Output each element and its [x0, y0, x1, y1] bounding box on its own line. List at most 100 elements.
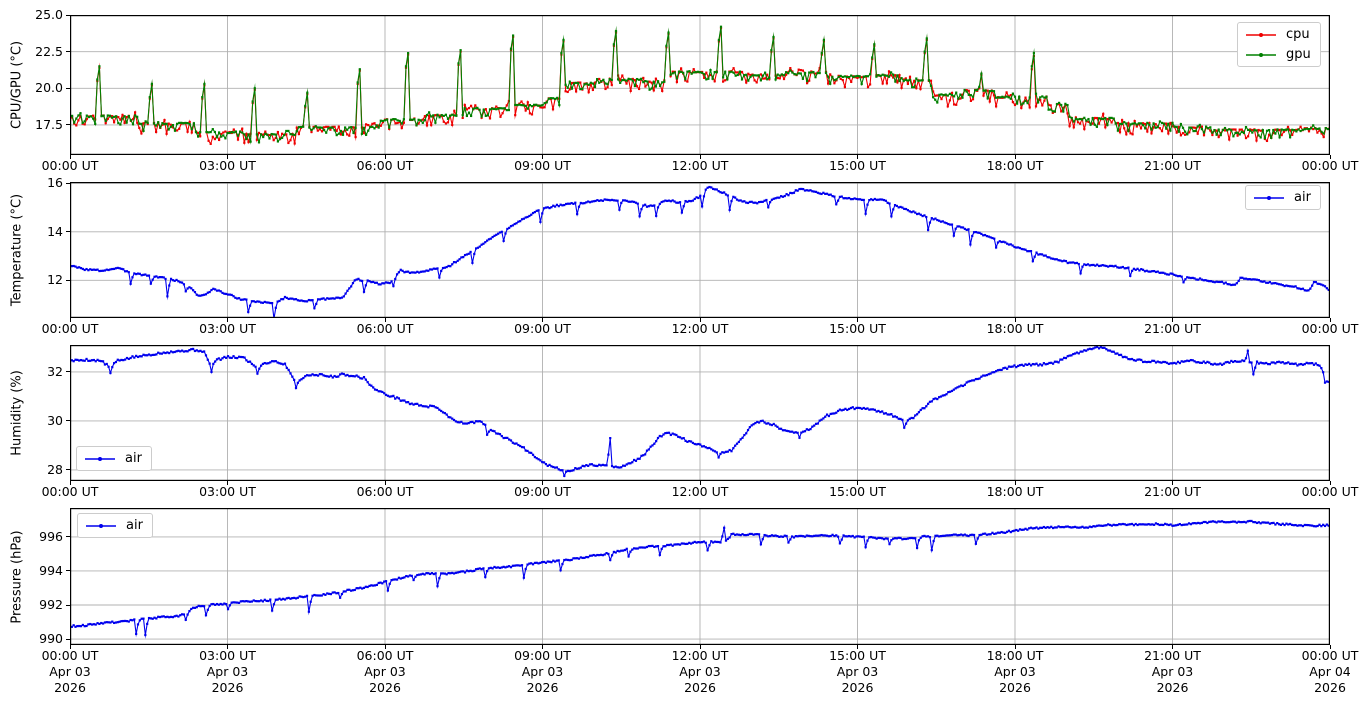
x-tick-date-label: Apr 03: [994, 664, 1036, 679]
x-tick-label: 03:00 UT: [199, 321, 256, 336]
x-tick-mark: [384, 645, 386, 649]
temperature-plot-canvas: [70, 182, 1330, 318]
x-tick-mark: [69, 645, 71, 649]
legend-label-gpu: gpu: [1286, 47, 1311, 62]
legend-entry-cpu: cpu: [1245, 26, 1311, 43]
y-tick-label: 16: [47, 175, 63, 191]
x-tick-label: 21:00 UT: [1144, 484, 1201, 499]
x-tick-year-label: 2026: [1314, 680, 1346, 695]
x-tick-label: 09:00 UT: [514, 158, 571, 173]
x-tick-mark: [1329, 481, 1331, 485]
x-tick-label: 00:00 UT: [1301, 321, 1359, 336]
x-tick-mark: [384, 481, 386, 485]
x-tick-mark: [857, 645, 858, 649]
y-axis-label-temperature: Temperature (°C): [9, 193, 25, 307]
x-tick-mark: [1329, 155, 1331, 159]
legend-entry-air: air: [84, 450, 142, 467]
x-tick-label: 12:00 UT: [671, 321, 729, 336]
x-tick-date-label: Apr 03: [206, 664, 249, 679]
y-tick-mark: [66, 469, 70, 471]
y-tick-mark: [66, 536, 70, 538]
x-tick-label: 15:00 UT: [829, 484, 886, 499]
x-tick-mark: [699, 481, 701, 485]
y-tick-mark: [66, 420, 70, 422]
x-tick-label: 12:00 UT: [671, 158, 729, 173]
x-tick-label: 09:00 UT: [514, 648, 571, 663]
x-tick-label: 18:00 UT: [986, 484, 1044, 499]
x-tick-label: 18:00 UT: [986, 321, 1044, 336]
x-tick-label: 06:00 UT: [356, 321, 414, 336]
legend-label-air: air: [126, 518, 143, 533]
x-tick-label: 06:00 UT: [356, 158, 414, 173]
y-tick-label: 22.5: [35, 43, 63, 59]
x-tick-label: 00:00 UT: [1301, 648, 1359, 663]
x-tick-mark: [1172, 155, 1173, 159]
x-tick-date-label: Apr 03: [836, 664, 879, 679]
x-tick-label: 12:00 UT: [671, 648, 729, 663]
x-tick-label: 21:00 UT: [1144, 321, 1201, 336]
x-tick-year-label: 2026: [1156, 680, 1189, 695]
x-tick-mark: [227, 318, 228, 322]
x-tick-date-label: Apr 03: [521, 664, 564, 679]
x-tick-mark: [1172, 481, 1173, 485]
x-tick-label: 09:00 UT: [514, 484, 571, 499]
humidity-plot-canvas: [70, 345, 1330, 481]
x-tick-label: 09:00 UT: [514, 321, 571, 336]
air-line-swatch-icon: [1254, 195, 1284, 200]
y-tick-label: 25.0: [35, 7, 63, 22]
y-tick-mark: [66, 371, 70, 373]
y-tick-label: 30: [47, 412, 63, 428]
x-tick-date-label: Apr 04: [1309, 664, 1351, 679]
x-tick-mark: [69, 481, 71, 485]
x-tick-date-label: Apr 03: [49, 664, 91, 679]
x-tick-mark: [1014, 645, 1016, 649]
x-tick-label: 15:00 UT: [829, 321, 886, 336]
legend-label-air: air: [1294, 190, 1311, 205]
x-tick-mark: [69, 318, 71, 322]
x-tick-mark: [1014, 318, 1016, 322]
x-tick-year-label: 2026: [999, 680, 1031, 695]
y-tick-mark: [66, 51, 70, 53]
y-tick-mark: [66, 87, 70, 89]
y-tick-label: 992: [39, 597, 63, 612]
gpu-line-swatch-icon: [1246, 52, 1276, 57]
x-tick-mark: [1014, 155, 1016, 159]
y-tick-mark: [66, 604, 70, 606]
x-tick-label: 12:00 UT: [671, 484, 729, 499]
legend-label-air: air: [125, 451, 142, 466]
x-tick-mark: [227, 645, 228, 649]
x-tick-label: 15:00 UT: [829, 648, 886, 663]
y-tick-mark: [66, 638, 70, 640]
y-tick-label: 990: [39, 631, 63, 647]
x-tick-mark: [227, 155, 228, 159]
x-tick-label: 18:00 UT: [986, 648, 1044, 663]
x-tick-mark: [542, 481, 543, 485]
x-tick-date-label: Apr 03: [679, 664, 721, 679]
pressure-plot-canvas: [70, 508, 1330, 645]
x-tick-label: 21:00 UT: [1144, 648, 1201, 663]
legend-entry-air: air: [85, 517, 143, 534]
x-tick-date-label: Apr 03: [364, 664, 406, 679]
x-tick-label: 15:00 UT: [829, 158, 886, 173]
legend-temperature: air: [1245, 185, 1321, 210]
x-tick-mark: [542, 645, 543, 649]
x-tick-year-label: 2026: [684, 680, 716, 695]
y-tick-mark: [66, 279, 70, 281]
x-tick-year-label: 2026: [526, 680, 559, 695]
x-tick-mark: [1172, 645, 1173, 649]
cpu-line-swatch-icon: [1246, 32, 1276, 37]
air-line-swatch-icon: [86, 523, 116, 528]
x-tick-mark: [857, 481, 858, 485]
legend-entry-air: air: [1253, 189, 1311, 206]
x-tick-mark: [1329, 318, 1331, 322]
x-tick-label: 18:00 UT: [986, 158, 1044, 173]
x-tick-label: 06:00 UT: [356, 648, 414, 663]
x-tick-label: 00:00 UT: [1301, 484, 1359, 499]
legend-entry-gpu: gpu: [1245, 46, 1311, 63]
x-tick-label: 00:00 UT: [41, 484, 99, 499]
y-tick-label: 994: [39, 562, 63, 578]
y-tick-mark: [66, 124, 70, 126]
y-tick-label: 996: [39, 528, 63, 544]
x-tick-label: 03:00 UT: [199, 648, 256, 663]
